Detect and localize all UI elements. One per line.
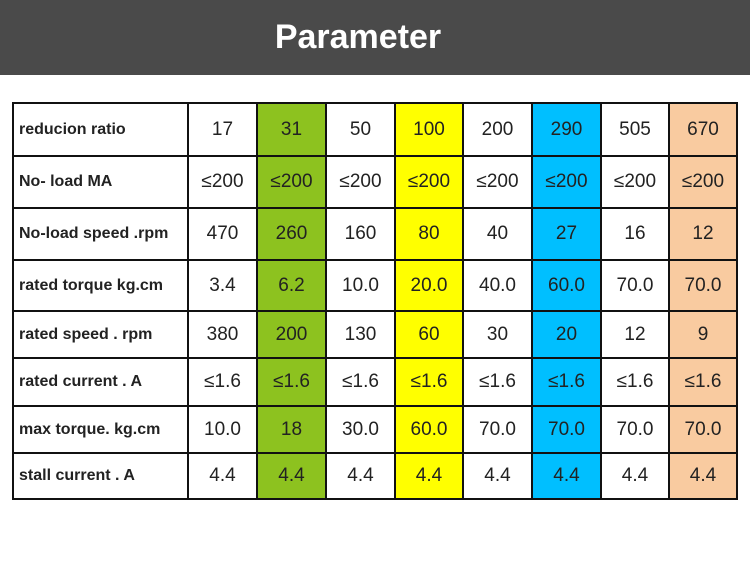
cell-value: 70.0 — [600, 405, 670, 454]
parameter-table: reducion ratio 17 31 50 100 200 290 505 670 No- l… — [12, 102, 738, 500]
cell-value: 6.2 — [256, 259, 327, 312]
cell-value: 16 — [600, 207, 670, 261]
cell-value: 70.0 — [462, 405, 533, 454]
table-row: No- load MA ≤200 ≤200 ≤200 ≤200 ≤200 ≤200 ≤200 ≤… — [12, 155, 738, 209]
cell-value: ≤200 — [462, 155, 533, 209]
row-label: No-load speed .rpm — [12, 207, 189, 261]
cell-value: 4.4 — [394, 452, 464, 500]
cell-value: 130 — [325, 310, 396, 359]
cell-value: ≤1.6 — [600, 357, 670, 407]
cell-value: ≤1.6 — [256, 357, 327, 407]
cell-value: 20 — [531, 310, 602, 359]
cell-value: 60 — [394, 310, 464, 359]
cell-value: 10.0 — [325, 259, 396, 312]
cell-value: 50 — [325, 102, 396, 157]
table-row: No-load speed .rpm 470 260 160 80 40 27 16 12 — [12, 207, 738, 261]
cell-value: ≤200 — [325, 155, 396, 209]
cell-value: 10.0 — [187, 405, 258, 454]
cell-value: 18 — [256, 405, 327, 454]
row-label: reducion ratio — [12, 102, 189, 157]
cell-value: 4.4 — [325, 452, 396, 500]
row-label: rated torque kg.cm — [12, 259, 189, 312]
cell-value: 60.0 — [394, 405, 464, 454]
table-row: rated current . A ≤1.6 ≤1.6 ≤1.6 ≤1.6 ≤1.6 ≤1.… — [12, 357, 738, 407]
cell-value: 160 — [325, 207, 396, 261]
cell-value: ≤200 — [256, 155, 327, 209]
cell-value: 20.0 — [394, 259, 464, 312]
cell-value: ≤1.6 — [531, 357, 602, 407]
cell-value: ≤200 — [668, 155, 738, 209]
cell-value: 100 — [394, 102, 464, 157]
cell-value: 60.0 — [531, 259, 602, 312]
cell-value: 4.4 — [256, 452, 327, 500]
cell-value: 4.4 — [531, 452, 602, 500]
table-row: max torque. kg.cm 10.0 18 30.0 60.0 70.0 70.0 7… — [12, 405, 738, 454]
cell-value: 4.4 — [462, 452, 533, 500]
cell-value: 17 — [187, 102, 258, 157]
cell-value: 4.4 — [187, 452, 258, 500]
table-row: stall current . A 4.4 4.4 4.4 4.4 4.4 4.4 4.4 4.… — [12, 452, 738, 500]
cell-value: 30 — [462, 310, 533, 359]
row-label: No- load MA — [12, 155, 189, 209]
row-label: rated current . A — [12, 357, 189, 407]
cell-value: 27 — [531, 207, 602, 261]
cell-value: 290 — [531, 102, 602, 157]
cell-value: 200 — [256, 310, 327, 359]
cell-value: 80 — [394, 207, 464, 261]
row-label: stall current . A — [12, 452, 189, 500]
cell-value: 670 — [668, 102, 738, 157]
cell-value: 31 — [256, 102, 327, 157]
row-label: rated speed . rpm — [12, 310, 189, 359]
header-bar: Parameter — [0, 0, 750, 75]
table-row: rated speed . rpm 380 200 130 60 30 20 12 9 — [12, 310, 738, 359]
cell-value: ≤200 — [600, 155, 670, 209]
cell-value: 380 — [187, 310, 258, 359]
table-row: reducion ratio 17 31 50 100 200 290 505 670 — [12, 102, 738, 157]
cell-value: 70.0 — [531, 405, 602, 454]
cell-value: 12 — [600, 310, 670, 359]
cell-value: ≤1.6 — [325, 357, 396, 407]
cell-value: 505 — [600, 102, 670, 157]
cell-value: ≤1.6 — [187, 357, 258, 407]
cell-value: ≤200 — [531, 155, 602, 209]
cell-value: 200 — [462, 102, 533, 157]
cell-value: 70.0 — [668, 405, 738, 454]
cell-value: 30.0 — [325, 405, 396, 454]
row-label: max torque. kg.cm — [12, 405, 189, 454]
cell-value: 12 — [668, 207, 738, 261]
cell-value: 9 — [668, 310, 738, 359]
cell-value: 470 — [187, 207, 258, 261]
header-title: Parameter — [274, 18, 442, 56]
cell-value: ≤1.6 — [668, 357, 738, 407]
cell-value: 3.4 — [187, 259, 258, 312]
cell-value: ≤200 — [394, 155, 464, 209]
table-row: rated torque kg.cm 3.4 6.2 10.0 20.0 40.0 60.0… — [12, 259, 738, 312]
cell-value: 40 — [462, 207, 533, 261]
cell-value: ≤200 — [187, 155, 258, 209]
cell-value: ≤1.6 — [394, 357, 464, 407]
cell-value: 4.4 — [668, 452, 738, 500]
cell-value: 40.0 — [462, 259, 533, 312]
cell-value: 260 — [256, 207, 327, 261]
cell-value: 4.4 — [600, 452, 670, 500]
cell-value: ≤1.6 — [462, 357, 533, 407]
cell-value: 70.0 — [600, 259, 670, 312]
cell-value: 70.0 — [668, 259, 738, 312]
